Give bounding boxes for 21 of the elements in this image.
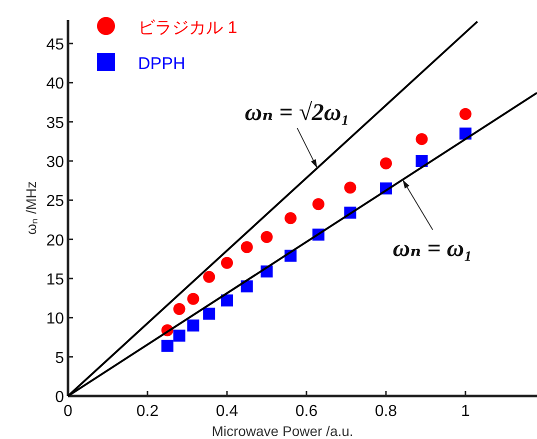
x-axis-title: Microwave Power /a.u.: [212, 423, 354, 439]
y-tick-label: 45: [46, 36, 64, 54]
x-tick-label: 0.2: [136, 403, 159, 420]
legend-label: DPPH: [138, 54, 186, 73]
y-tick-label: 0: [55, 389, 64, 406]
legend-label: ビラジカル 1: [138, 18, 238, 37]
annotation: ωₙ = √2ω₁: [244, 100, 350, 126]
y-tick-label: 30: [46, 154, 64, 171]
y-tick-label: 35: [46, 114, 64, 132]
y-tick-label: 15: [46, 272, 64, 288]
annotation: ωₙ = ω₁: [392, 236, 473, 262]
y-tick-label: 25: [46, 193, 64, 210]
y-tick-label: 5: [55, 350, 64, 367]
x-tick-label: 1: [461, 403, 470, 420]
y-tick-label: 40: [46, 76, 64, 93]
x-tick-label: 0.4: [216, 403, 238, 420]
y-tick-label: 20: [46, 232, 64, 250]
y-tick-label: 10: [46, 310, 64, 328]
y-axis-title: ωₙ /MHz: [23, 181, 39, 235]
x-tick-label: 0.6: [295, 403, 318, 420]
x-tick-label: 0.8: [374, 403, 398, 420]
